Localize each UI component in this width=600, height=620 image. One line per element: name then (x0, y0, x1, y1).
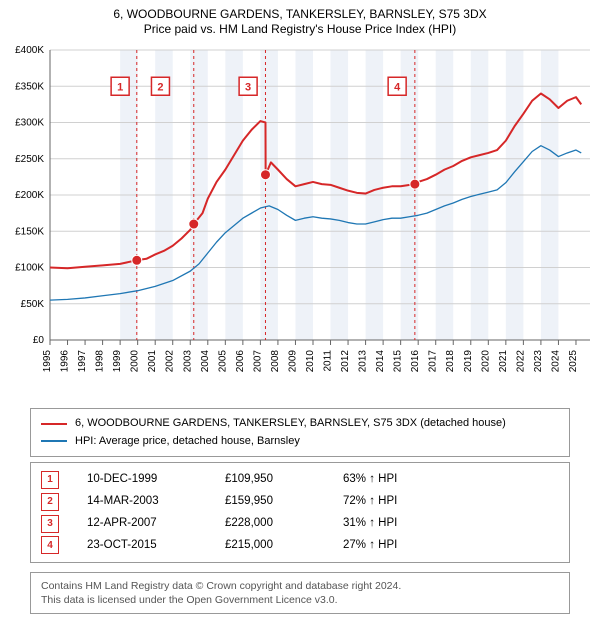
chart-subtitle: Price paid vs. HM Land Registry's House … (0, 22, 600, 38)
svg-text:2024: 2024 (550, 350, 561, 373)
svg-text:2011: 2011 (323, 350, 334, 372)
marker-pct: 63% ↑ HPI (343, 469, 397, 491)
svg-text:2021: 2021 (498, 350, 509, 373)
svg-text:£150K: £150K (15, 226, 44, 237)
svg-text:3: 3 (245, 81, 251, 93)
line-chart: £0 £50K £100K £150K £200K £250K £300K £350K £400… (0, 40, 600, 400)
marker-table: 1 10-DEC-1999 £109,950 63% ↑ HPI 2 14-MA… (30, 462, 570, 563)
marker-badge: 4 (41, 536, 59, 554)
svg-text:2022: 2022 (515, 350, 526, 373)
table-row: 4 23-OCT-2015 £215,000 27% ↑ HPI (41, 535, 559, 557)
marker-badge: 2 (41, 493, 59, 511)
marker-price: £159,950 (225, 491, 315, 513)
legend-swatch (41, 423, 67, 425)
svg-text:2007: 2007 (252, 350, 263, 373)
svg-text:2004: 2004 (200, 350, 211, 373)
footer-line: This data is licensed under the Open Gov… (41, 593, 559, 607)
marker-price: £215,000 (225, 535, 315, 557)
svg-text:2005: 2005 (217, 350, 228, 373)
marker-date: 14-MAR-2003 (87, 491, 197, 513)
footer-line: Contains HM Land Registry data © Crown c… (41, 579, 559, 593)
marker-pct: 27% ↑ HPI (343, 535, 397, 557)
legend-label: 6, WOODBOURNE GARDENS, TANKERSLEY, BARNS… (75, 415, 506, 433)
svg-text:£400K: £400K (15, 45, 44, 56)
svg-text:2006: 2006 (235, 350, 246, 373)
svg-text:1999: 1999 (112, 350, 123, 373)
svg-text:2002: 2002 (165, 350, 176, 373)
chart-container: { "title": "6, WOODBOURNE GARDENS, TANKE… (0, 0, 600, 620)
svg-text:2016: 2016 (410, 350, 421, 373)
svg-text:£200K: £200K (15, 190, 44, 201)
svg-text:2014: 2014 (375, 350, 386, 373)
svg-text:2003: 2003 (182, 350, 193, 373)
svg-text:2020: 2020 (480, 350, 491, 373)
svg-text:2023: 2023 (533, 350, 544, 373)
svg-text:2017: 2017 (428, 350, 439, 373)
table-row: 2 14-MAR-2003 £159,950 72% ↑ HPI (41, 491, 559, 513)
legend-swatch (41, 440, 67, 442)
svg-text:2019: 2019 (463, 350, 474, 373)
svg-text:2018: 2018 (445, 350, 456, 373)
svg-text:2000: 2000 (130, 350, 141, 373)
legend-item: HPI: Average price, detached house, Barn… (41, 433, 559, 451)
legend-label: HPI: Average price, detached house, Barn… (75, 433, 300, 451)
marker-badge: 3 (41, 515, 59, 533)
marker-price: £109,950 (225, 469, 315, 491)
marker-pct: 31% ↑ HPI (343, 513, 397, 535)
svg-text:1997: 1997 (77, 350, 88, 373)
svg-text:2015: 2015 (393, 350, 404, 373)
svg-text:£0: £0 (33, 335, 45, 346)
svg-text:2001: 2001 (147, 350, 158, 373)
svg-text:2: 2 (157, 81, 163, 93)
marker-date: 10-DEC-1999 (87, 469, 197, 491)
marker-date: 23-OCT-2015 (87, 535, 197, 557)
table-row: 1 10-DEC-1999 £109,950 63% ↑ HPI (41, 469, 559, 491)
svg-text:2025: 2025 (568, 350, 579, 373)
svg-text:2013: 2013 (358, 350, 369, 373)
svg-text:2010: 2010 (305, 350, 316, 373)
legend-item: 6, WOODBOURNE GARDENS, TANKERSLEY, BARNS… (41, 415, 559, 433)
marker-badge: 1 (41, 471, 59, 489)
svg-text:£300K: £300K (15, 118, 44, 129)
legend: 6, WOODBOURNE GARDENS, TANKERSLEY, BARNS… (30, 408, 570, 457)
svg-text:1995: 1995 (42, 350, 53, 373)
svg-text:4: 4 (394, 81, 401, 93)
svg-text:1998: 1998 (95, 350, 106, 373)
footer-note: Contains HM Land Registry data © Crown c… (30, 572, 570, 614)
marker-date: 12-APR-2007 (87, 513, 197, 535)
svg-text:£250K: £250K (15, 154, 44, 165)
svg-text:£350K: £350K (15, 81, 44, 92)
svg-text:1: 1 (117, 81, 123, 93)
svg-text:2008: 2008 (270, 350, 281, 373)
marker-price: £228,000 (225, 513, 315, 535)
table-row: 3 12-APR-2007 £228,000 31% ↑ HPI (41, 513, 559, 535)
svg-text:£100K: £100K (15, 263, 44, 274)
svg-text:2009: 2009 (287, 350, 298, 373)
svg-text:£50K: £50K (21, 299, 45, 310)
marker-pct: 72% ↑ HPI (343, 491, 397, 513)
svg-text:1996: 1996 (60, 350, 71, 373)
svg-text:2012: 2012 (340, 350, 351, 373)
chart-title: 6, WOODBOURNE GARDENS, TANKERSLEY, BARNS… (0, 0, 600, 22)
